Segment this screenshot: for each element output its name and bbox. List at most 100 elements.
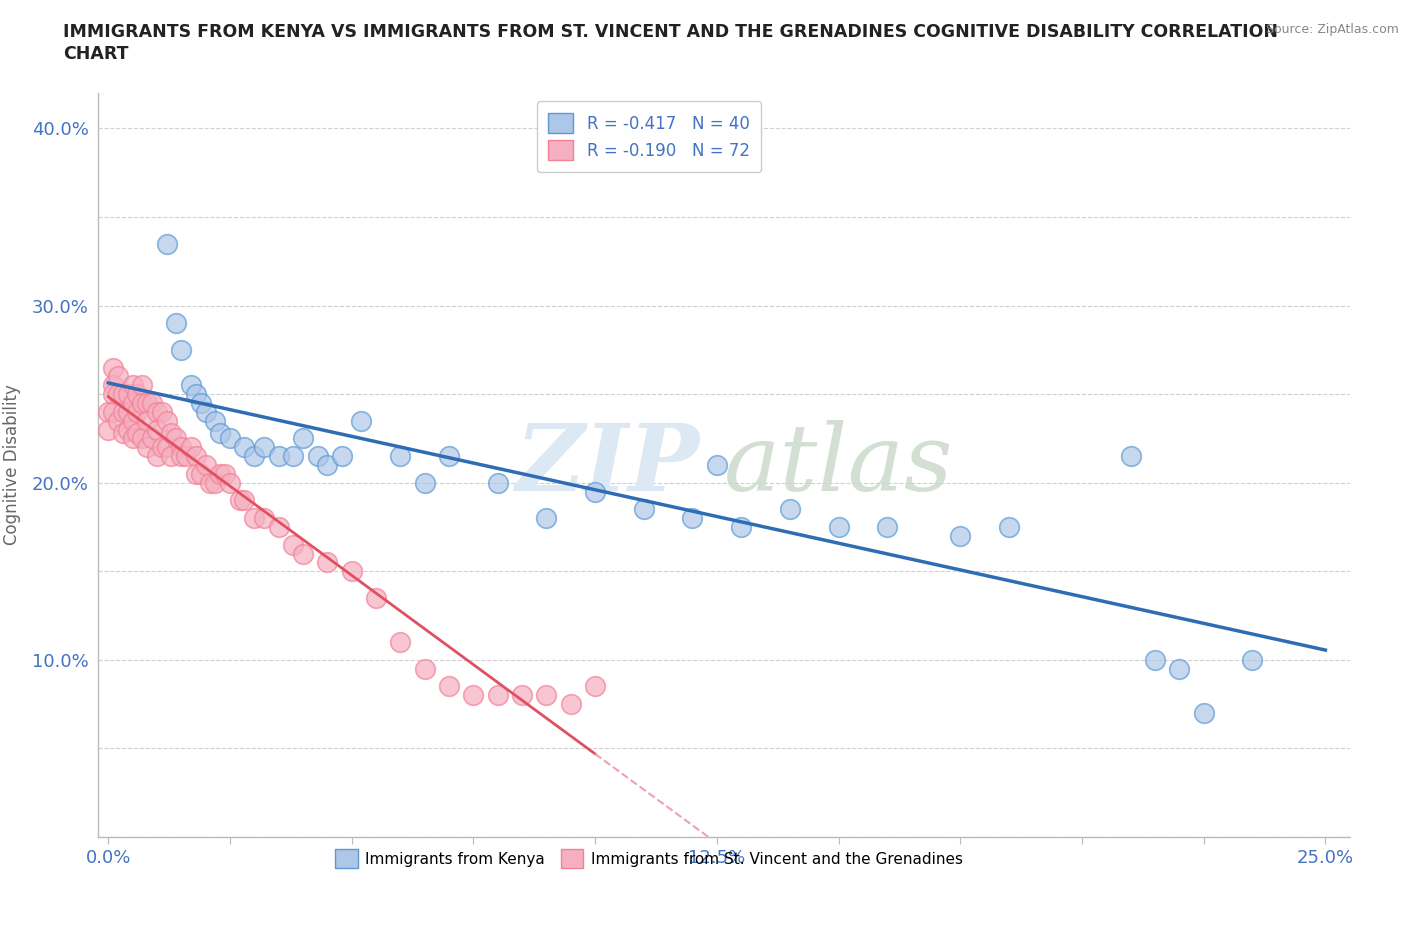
Point [174,448,197,463]
Point [486,688,509,703]
Point [131,431,153,445]
Point [1241,653,1264,668]
Point [136,413,159,428]
Point [291,546,314,561]
Point [233,493,256,508]
Point [219,431,242,445]
Point [180,440,202,455]
Point [170,440,193,455]
Point [779,502,801,517]
Point [1119,448,1142,463]
Point [131,378,153,392]
Point [97,422,120,437]
Point [1192,706,1215,721]
Point [107,369,129,384]
Point [160,448,183,463]
Point [200,475,222,490]
Point [117,387,139,402]
Point [204,413,226,428]
Point [184,467,207,482]
Point [101,378,124,392]
Point [190,467,212,482]
Point [170,448,193,463]
Point [127,405,149,419]
Point [194,405,217,419]
Point [117,422,139,437]
Point [180,378,202,392]
Point [184,387,207,402]
Point [170,342,193,357]
Point [316,458,339,472]
Point [437,679,460,694]
Point [190,395,212,410]
Point [949,528,972,543]
Point [101,405,124,419]
Point [730,520,752,535]
Point [253,440,276,455]
Point [243,448,266,463]
Point [121,431,143,445]
Text: atlas: atlas [724,420,953,510]
Point [1168,661,1191,676]
Text: IMMIGRANTS FROM KENYA VS IMMIGRANTS FROM ST. VINCENT AND THE GRENADINES COGNITIV: IMMIGRANTS FROM KENYA VS IMMIGRANTS FROM… [63,23,1278,41]
Point [165,316,187,331]
Point [150,440,173,455]
Point [350,413,373,428]
Point [209,426,232,441]
Point [209,467,232,482]
Point [827,520,849,535]
Point [111,426,134,441]
Legend: Immigrants from Kenya, Immigrants from St. Vincent and the Grenadines: Immigrants from Kenya, Immigrants from S… [329,844,969,874]
Point [117,405,139,419]
Point [146,422,169,437]
Point [107,413,129,428]
Point [219,475,242,490]
Point [413,661,436,676]
Point [340,564,363,578]
Point [107,387,129,402]
Text: Source: ZipAtlas.com: Source: ZipAtlas.com [1265,23,1399,36]
Point [155,440,177,455]
Point [184,448,207,463]
Point [155,413,177,428]
Point [127,387,149,402]
Point [364,591,387,605]
Point [437,448,460,463]
Text: CHART: CHART [63,45,129,62]
Point [1143,653,1166,668]
Point [267,520,290,535]
Point [228,493,250,508]
Point [165,431,187,445]
Point [486,475,509,490]
Point [155,236,177,251]
Y-axis label: Cognitive Disability: Cognitive Disability [3,385,21,545]
Point [253,511,276,525]
Point [131,395,153,410]
Point [998,520,1021,535]
Point [633,502,655,517]
Point [141,395,163,410]
Point [150,405,173,419]
Point [389,634,412,649]
Point [233,440,256,455]
Point [121,395,143,410]
Point [243,511,266,525]
Point [101,360,124,375]
Point [307,448,329,463]
Point [389,448,412,463]
Point [706,458,728,472]
Point [121,413,143,428]
Point [136,395,159,410]
Point [330,448,353,463]
Point [204,475,226,490]
Point [681,511,703,525]
Point [127,426,149,441]
Point [283,538,305,552]
Point [146,405,169,419]
Point [111,387,134,402]
Point [111,405,134,419]
Point [194,458,217,472]
Point [214,467,236,482]
Point [536,688,558,703]
Point [283,448,305,463]
